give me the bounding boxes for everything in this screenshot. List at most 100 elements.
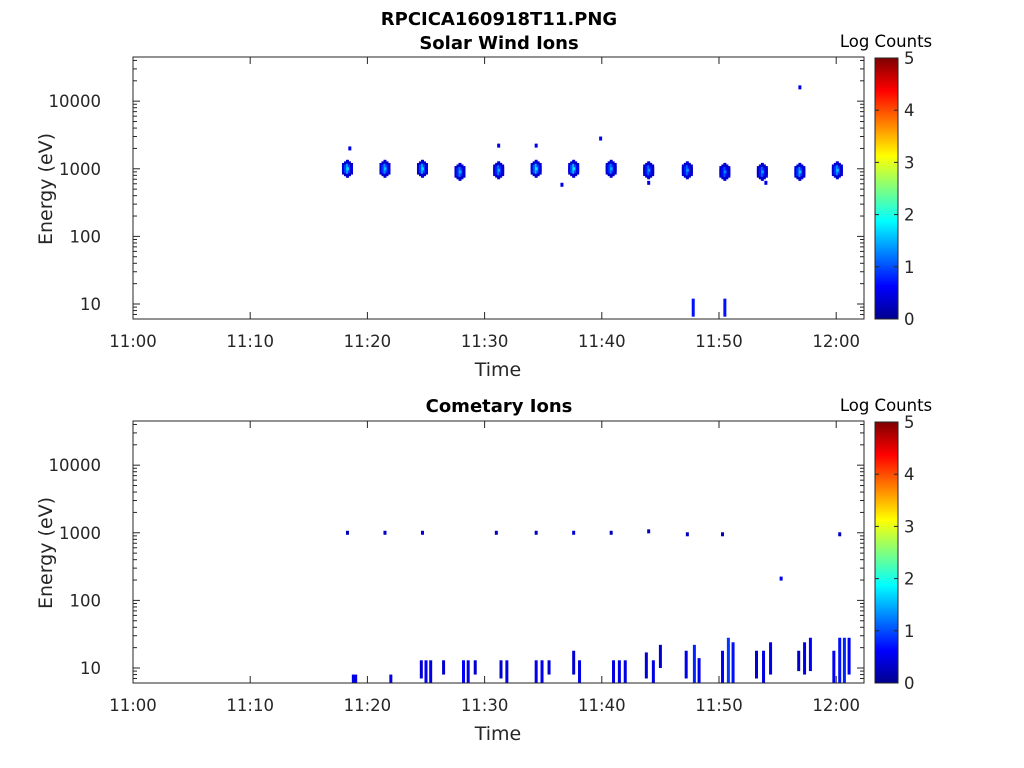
blob-core bbox=[721, 167, 725, 177]
point-5 bbox=[647, 180, 651, 185]
blob-6 bbox=[568, 159, 580, 178]
blob-10 bbox=[719, 162, 731, 181]
bar-28 bbox=[731, 642, 735, 683]
blob-0 bbox=[341, 159, 353, 178]
bar-0 bbox=[351, 674, 355, 683]
blob-core bbox=[418, 164, 422, 173]
colorbar-tick-label: 0 bbox=[904, 310, 915, 329]
colorbar-tick-label: 1 bbox=[904, 622, 915, 641]
point-10 bbox=[779, 576, 783, 581]
blob-core bbox=[341, 165, 345, 173]
blob-11 bbox=[756, 162, 768, 181]
blob-core bbox=[796, 167, 800, 177]
colorbar-gradient-solar-wind bbox=[874, 57, 899, 320]
bar-12 bbox=[534, 660, 538, 683]
blob-2 bbox=[416, 159, 428, 178]
colorbar-tick-label: 1 bbox=[904, 258, 915, 277]
colorbar-tick-label: 5 bbox=[904, 49, 915, 68]
blob-core bbox=[454, 168, 458, 176]
bar-21 bbox=[651, 660, 655, 683]
y-tick-label: 10 bbox=[80, 659, 101, 678]
blob-peak bbox=[383, 167, 387, 171]
bar-32 bbox=[797, 650, 801, 672]
x-tick-label: 11:10 bbox=[226, 696, 274, 715]
point-9 bbox=[721, 532, 725, 537]
blob-core bbox=[574, 164, 578, 173]
blob-9 bbox=[681, 161, 693, 180]
blob-core bbox=[607, 164, 611, 173]
bar-14 bbox=[547, 660, 551, 675]
blob-core bbox=[568, 165, 572, 173]
bar-27 bbox=[726, 637, 730, 683]
y-tick-label: 100 bbox=[70, 591, 102, 610]
blob-core bbox=[758, 167, 762, 177]
bar-23 bbox=[684, 650, 688, 679]
bar-5 bbox=[429, 660, 433, 683]
colorbar-tick-label: 2 bbox=[904, 570, 915, 589]
bar-22 bbox=[658, 644, 662, 669]
bar-1 bbox=[723, 298, 727, 317]
panel-solar-wind: Solar Wind Ions 11:00 11:10 11:20 11:30 11:4… bbox=[35, 32, 932, 381]
bar-20 bbox=[644, 652, 648, 679]
point-8 bbox=[685, 532, 689, 537]
colorbar-label-cometary: Log Counts bbox=[840, 396, 932, 415]
panel-title-cometary: Cometary Ions bbox=[426, 396, 573, 417]
blob-core bbox=[687, 166, 691, 175]
point-3 bbox=[494, 530, 498, 535]
y-tick-label: 10000 bbox=[49, 456, 102, 475]
blob-core bbox=[532, 164, 536, 173]
point-1 bbox=[383, 530, 387, 535]
plot-area-cometary bbox=[132, 420, 865, 684]
blob-core bbox=[385, 164, 389, 173]
bar-19 bbox=[623, 660, 627, 683]
bar-31 bbox=[769, 642, 773, 675]
x-tick-label: 11:30 bbox=[461, 332, 509, 351]
point-1 bbox=[497, 143, 501, 148]
colorbar-tick-label: 4 bbox=[904, 101, 915, 120]
bar-2 bbox=[389, 674, 393, 683]
blob-core bbox=[462, 168, 466, 176]
bar-1 bbox=[354, 674, 358, 683]
blob-core bbox=[381, 164, 385, 173]
bar-10 bbox=[499, 660, 503, 679]
blob-core bbox=[456, 167, 460, 177]
colorbar-tick-label: 3 bbox=[904, 153, 915, 172]
blob-core bbox=[530, 165, 534, 173]
spectrogram-solar-wind bbox=[341, 85, 843, 317]
blob-peak bbox=[497, 168, 501, 172]
x-tick-label: 11:00 bbox=[109, 332, 157, 351]
blob-peak bbox=[836, 168, 839, 172]
blob-peak bbox=[458, 170, 462, 174]
bar-11 bbox=[505, 660, 509, 683]
bar-16 bbox=[578, 660, 582, 683]
colorbar-tick-label: 5 bbox=[904, 413, 915, 432]
colorbar-ticks-cometary: 0 1 2 3 4 5 bbox=[875, 413, 915, 693]
point-6 bbox=[764, 180, 768, 185]
y-axis-label-cometary: Energy (eV) bbox=[35, 497, 57, 609]
colorbar-tick-label: 4 bbox=[904, 465, 915, 484]
blob-core bbox=[645, 166, 649, 175]
point-2 bbox=[534, 143, 538, 148]
bar-0 bbox=[691, 298, 695, 317]
blob-1 bbox=[379, 159, 391, 178]
blob-core bbox=[802, 168, 806, 176]
blob-peak bbox=[647, 168, 651, 172]
blob-core bbox=[538, 165, 542, 173]
bar-18 bbox=[617, 660, 621, 683]
spectrogram-cometary bbox=[345, 529, 851, 683]
blob-peak bbox=[761, 170, 764, 174]
blob-core bbox=[499, 166, 503, 175]
plot-area-solar-wind bbox=[132, 56, 865, 320]
axes-solar-wind: 11:00 11:10 11:20 11:30 11:40 11:50 12:00 10 100… bbox=[49, 57, 864, 351]
blob-peak bbox=[346, 167, 349, 171]
colorbar-tick-label: 0 bbox=[904, 674, 915, 693]
blob-core bbox=[651, 167, 655, 174]
blob-core bbox=[649, 166, 653, 175]
panel-title-solar-wind: Solar Wind Ions bbox=[419, 33, 578, 54]
blob-peak bbox=[686, 168, 689, 172]
blob-core bbox=[343, 164, 347, 173]
blob-core bbox=[833, 166, 837, 175]
colorbar-tick-label: 3 bbox=[904, 517, 915, 536]
blob-peak bbox=[421, 167, 424, 171]
blob-13 bbox=[831, 161, 843, 180]
